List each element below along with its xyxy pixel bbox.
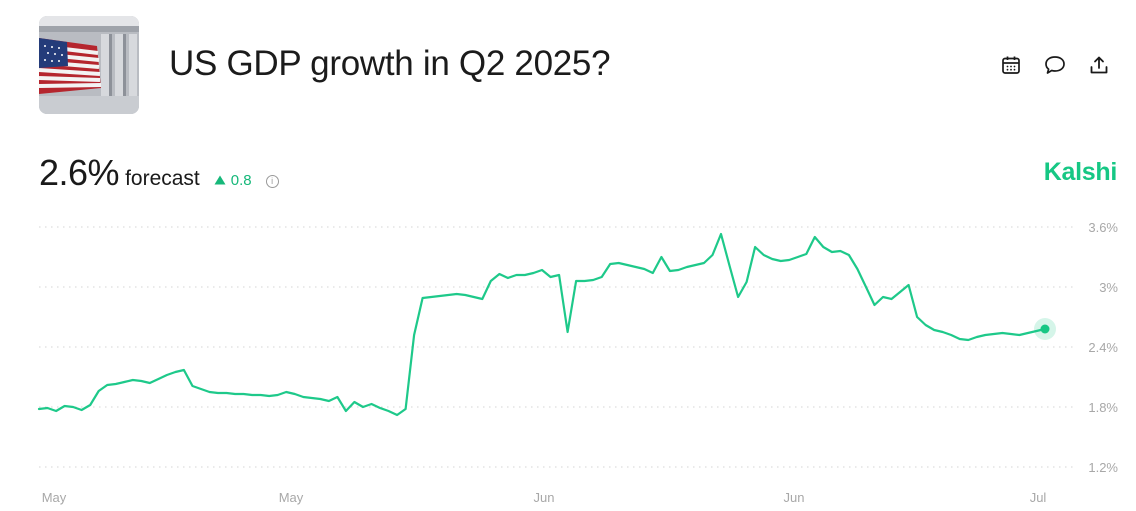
us-flag-capitol-image xyxy=(39,16,139,114)
y-tick-label: 1.8% xyxy=(1088,400,1118,415)
x-tick-label: Jun xyxy=(784,490,805,505)
page-title: US GDP growth in Q2 2025? xyxy=(169,44,611,83)
brand-logo[interactable]: Kalshi xyxy=(1043,158,1118,186)
x-tick-label: May xyxy=(42,490,67,505)
calendar-icon xyxy=(1002,56,1020,74)
forecast-series-line xyxy=(37,232,1047,417)
calendar-button[interactable] xyxy=(1000,54,1022,76)
comment-icon xyxy=(1045,56,1065,74)
header-actions xyxy=(1000,54,1110,76)
comment-button[interactable] xyxy=(1044,54,1066,76)
x-tick-label: Jun xyxy=(534,490,555,505)
forecast-delta: 0.8 xyxy=(214,172,252,189)
y-tick-label: 3% xyxy=(1099,280,1118,295)
y-tick-label: 3.6% xyxy=(1088,220,1118,235)
forecast-summary: 2.6% forecast 0.8 i xyxy=(39,152,279,194)
info-icon[interactable]: i xyxy=(265,174,279,188)
forecast-label: forecast xyxy=(125,167,200,190)
share-button[interactable] xyxy=(1088,54,1110,76)
market-thumbnail xyxy=(39,16,139,114)
x-tick-label: Jul xyxy=(1030,490,1047,505)
y-tick-label: 1.2% xyxy=(1088,460,1118,475)
share-icon xyxy=(1090,56,1108,74)
x-tick-label: May xyxy=(279,490,304,505)
y-tick-label: 2.4% xyxy=(1088,340,1118,355)
forecast-delta-value: 0.8 xyxy=(230,171,252,189)
forecast-value: 2.6% xyxy=(39,152,120,193)
triangle-up-icon xyxy=(214,175,226,185)
last-point-marker xyxy=(1040,324,1050,334)
